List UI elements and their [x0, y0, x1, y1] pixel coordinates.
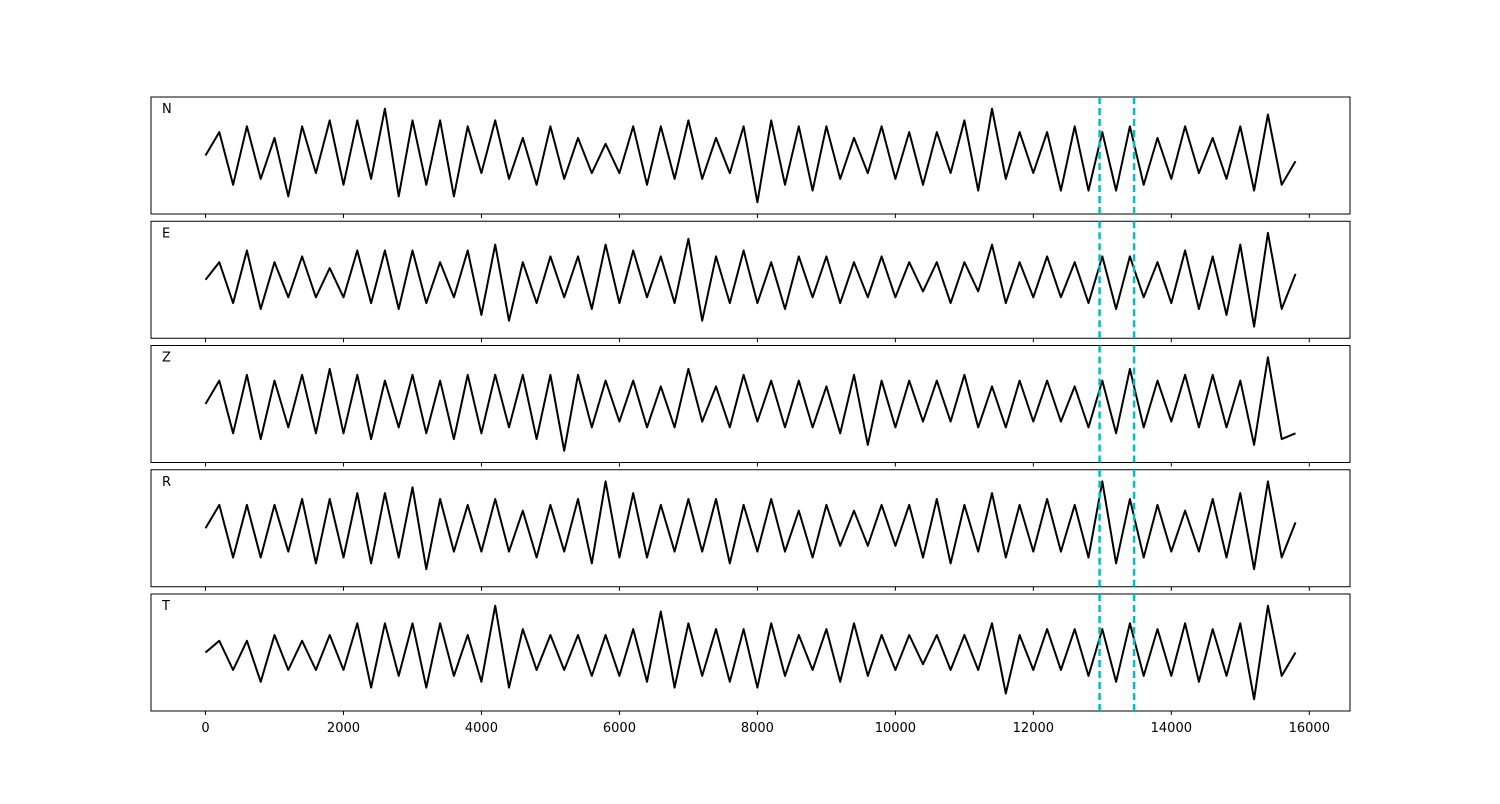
panel-label: N: [162, 102, 172, 117]
trace: [204, 107, 1297, 204]
x-tick-label: 12000: [1013, 721, 1054, 736]
trace: [204, 231, 1297, 328]
trace: [204, 480, 1297, 571]
trace: [204, 356, 1296, 452]
panel-frame: [150, 220, 1351, 339]
x-tick-label: 6000: [603, 721, 636, 736]
x-tick-label: 8000: [741, 721, 774, 736]
panel-frame: [150, 469, 1351, 588]
panel-label: Z: [162, 351, 171, 366]
panel-label: T: [161, 599, 170, 614]
x-tick-label: 2000: [327, 721, 360, 736]
panel-frame: [150, 96, 1351, 215]
x-tick-label: 16000: [1289, 721, 1330, 736]
x-tick-label: 10000: [875, 721, 916, 736]
panel-label: R: [162, 475, 171, 490]
trace: [204, 604, 1297, 701]
x-tick-label: 0: [201, 721, 209, 736]
x-tick-label: 4000: [465, 721, 498, 736]
panel-frame: [150, 345, 1351, 463]
x-tick-label: 14000: [1151, 721, 1192, 736]
panel-label: E: [162, 226, 170, 241]
panel-frame: [150, 593, 1351, 712]
